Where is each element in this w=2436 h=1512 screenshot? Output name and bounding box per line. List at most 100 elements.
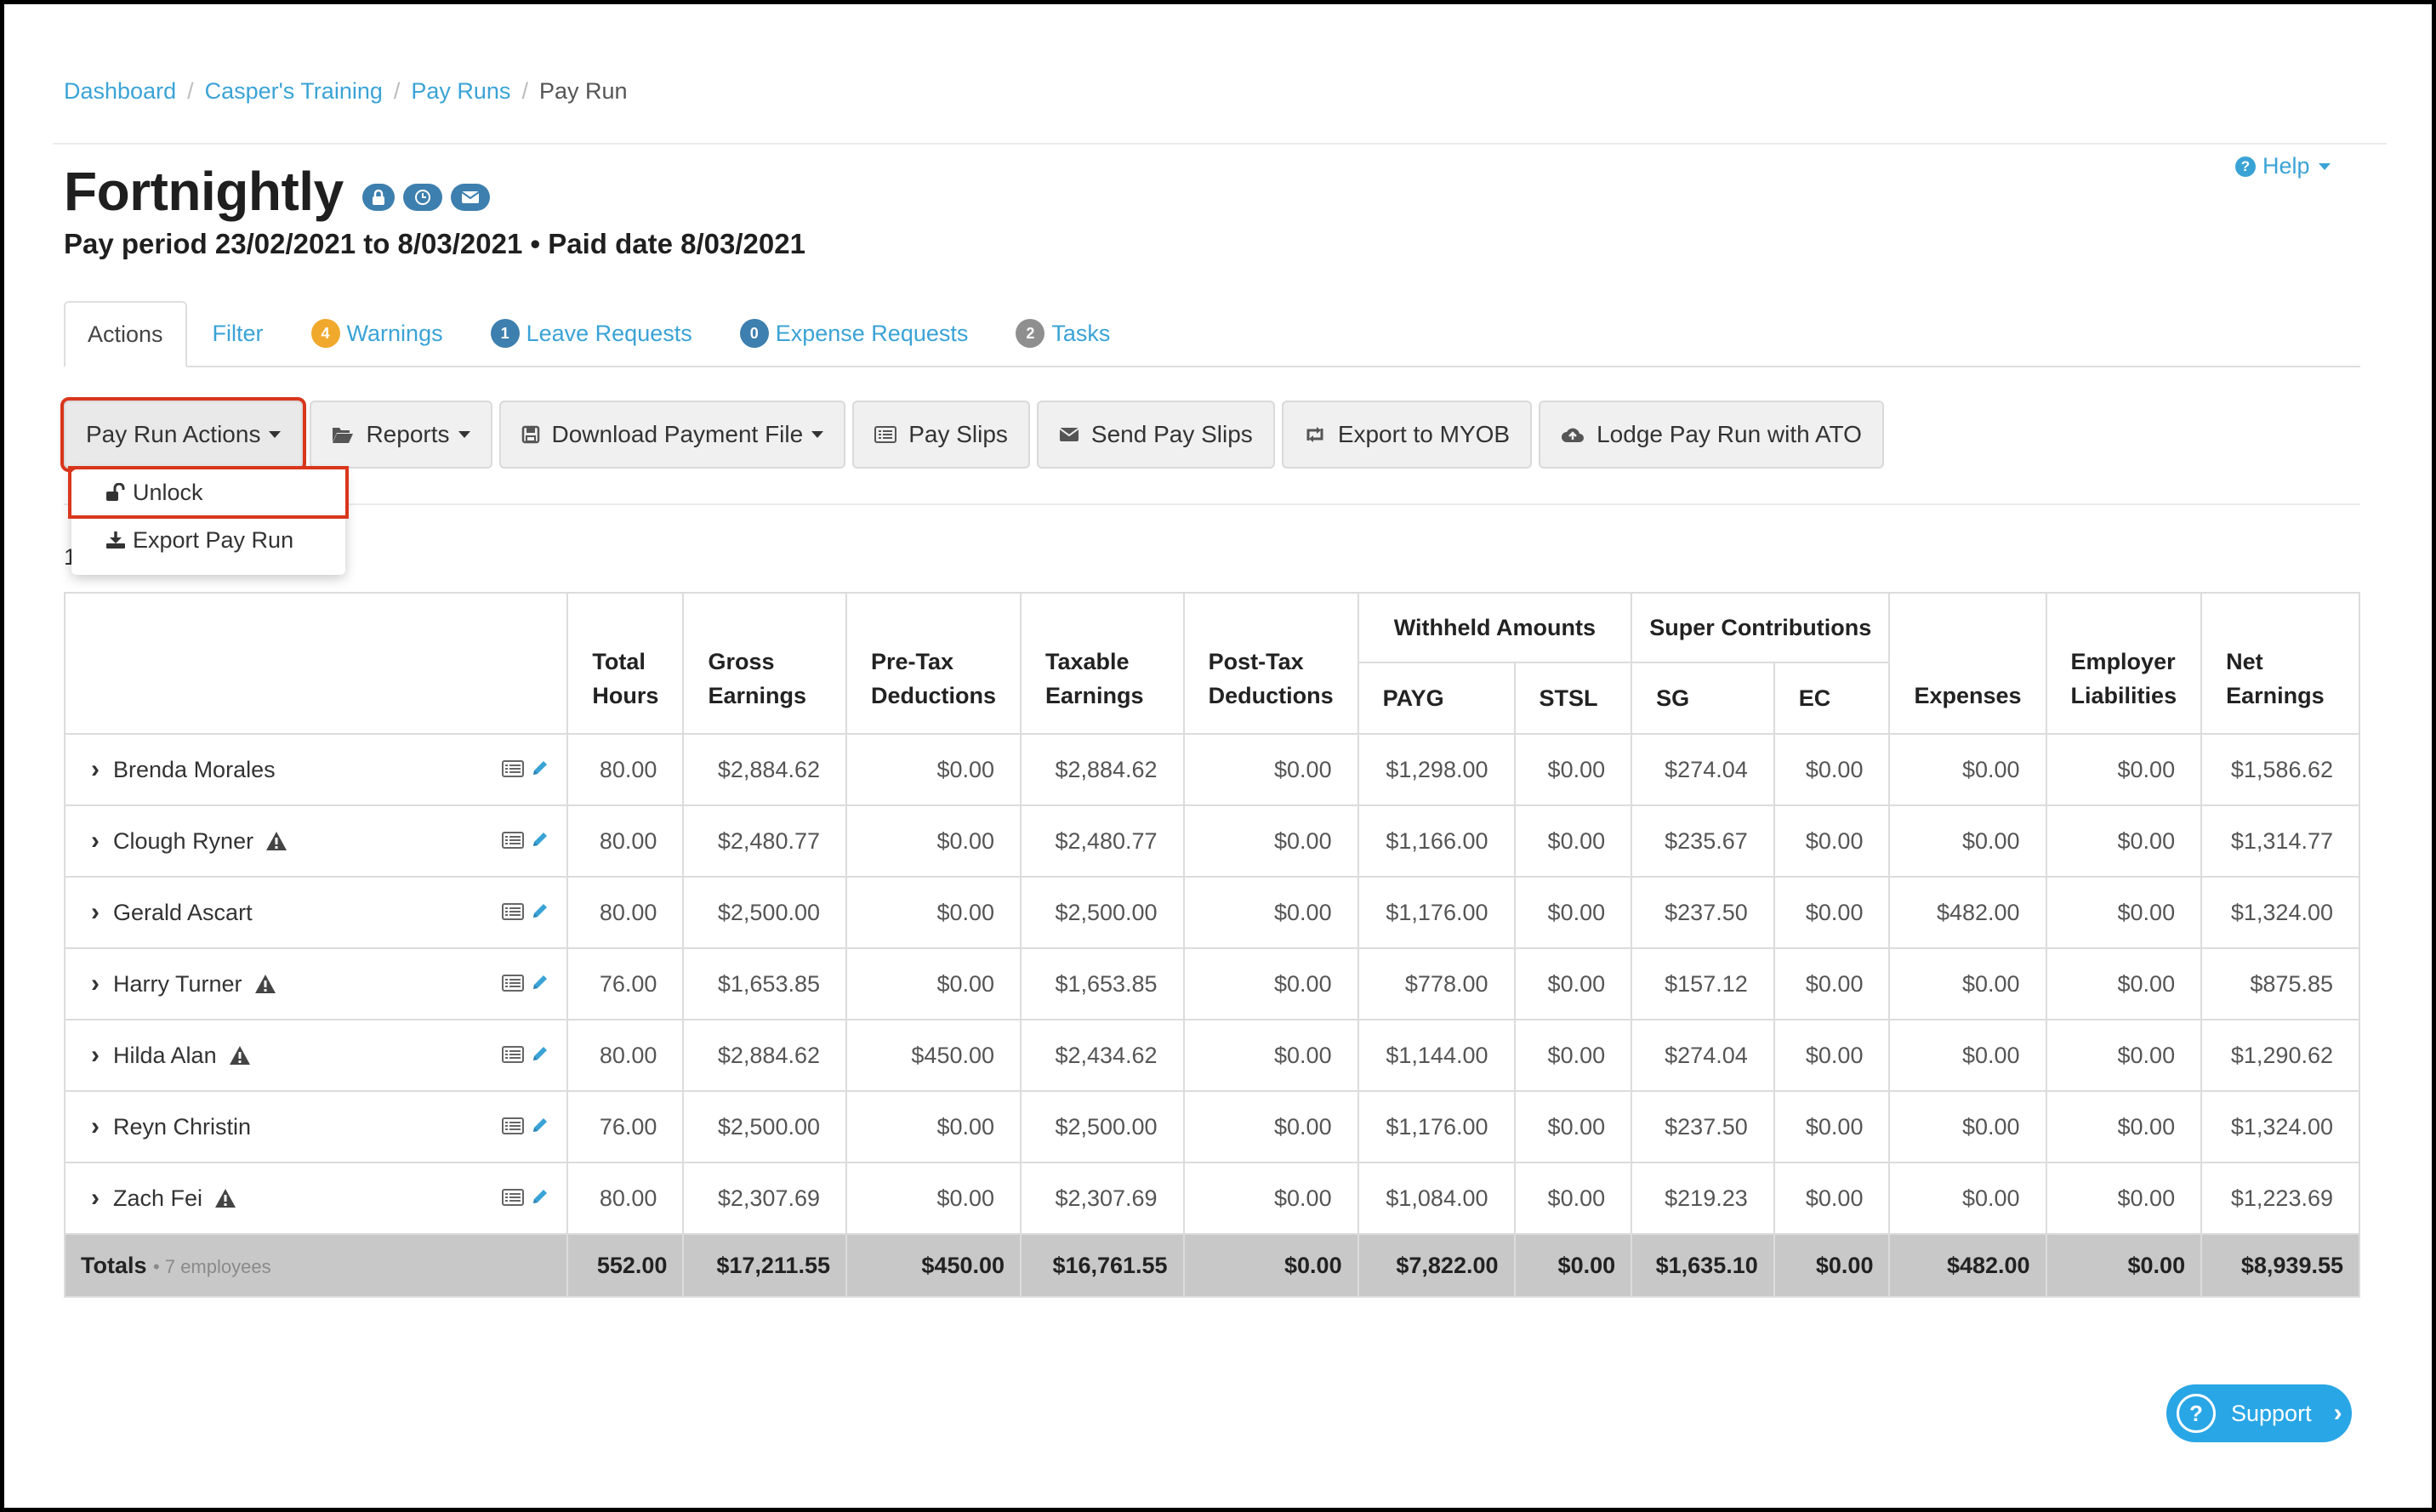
chevron-right-icon[interactable]: › bbox=[91, 1112, 100, 1140]
payg-header[interactable]: PAYG bbox=[1357, 662, 1516, 735]
pay-slip-icon[interactable] bbox=[495, 828, 525, 855]
gross-earnings-header[interactable]: Gross Earnings bbox=[682, 592, 847, 735]
send-pay-slips-button[interactable]: Send Pay Slips bbox=[1036, 401, 1275, 469]
total-hours-header[interactable]: Total Hours bbox=[566, 592, 685, 735]
chevron-right-icon[interactable]: › bbox=[91, 827, 100, 855]
pay-run-actions-menu: Unlock Export Pay Run bbox=[68, 466, 349, 575]
employee-name[interactable]: Clough Ryner bbox=[113, 827, 254, 854]
edit-pencil-icon[interactable] bbox=[524, 757, 549, 783]
breadcrumb-separator: / bbox=[393, 78, 401, 104]
taxable-earnings-cell: $2,480.77 bbox=[1020, 804, 1185, 878]
warning-icon[interactable] bbox=[254, 974, 276, 994]
unlock-menu-item[interactable]: Unlock bbox=[68, 466, 349, 519]
post-tax-deductions-cell: $0.00 bbox=[1182, 947, 1359, 1020]
edit-pencil-icon[interactable] bbox=[524, 1043, 549, 1069]
export-pay-run-menu-item[interactable]: Export Pay Run bbox=[71, 517, 345, 563]
breadcrumb-business[interactable]: Casper's Training bbox=[204, 78, 383, 104]
page-title: Fortnightly bbox=[64, 161, 344, 222]
help-dropdown[interactable]: ? Help bbox=[2235, 153, 2331, 179]
table-row[interactable]: › Clough Ryner 80.00 $2,480.77 $0.00 $2,480.7… bbox=[63, 804, 2360, 878]
pay-slip-icon[interactable] bbox=[495, 1043, 525, 1069]
button-label: Send Pay Slips bbox=[1090, 421, 1253, 447]
taxable-earnings-cell: $2,500.00 bbox=[1020, 1090, 1185, 1163]
pay-slips-button[interactable]: Pay Slips bbox=[852, 401, 1030, 469]
tab-leave-requests[interactable]: 1 Leave Requests bbox=[469, 301, 714, 366]
table-row[interactable]: › Harry Turner 76.00 $1,653.85 $0.00 $1,653.8… bbox=[63, 947, 2360, 1020]
employee-cell: › Zach Fei bbox=[63, 1162, 569, 1235]
tab-tasks[interactable]: 2 Tasks bbox=[993, 301, 1132, 366]
employer-liabilities-cell: $0.00 bbox=[2045, 1162, 2203, 1235]
chevron-right-icon[interactable]: › bbox=[91, 898, 100, 926]
expenses-cell: $0.00 bbox=[1888, 804, 2047, 878]
tab-actions[interactable]: Actions bbox=[64, 301, 187, 367]
breadcrumb-pay-runs[interactable]: Pay Runs bbox=[411, 78, 511, 104]
expenses-header[interactable]: Expenses bbox=[1888, 592, 2047, 735]
tab-warnings[interactable]: 4 Warnings bbox=[289, 301, 465, 366]
table-row[interactable]: › Reyn Christin 76.00 $2,500.00 $0.00 $2,500.… bbox=[63, 1090, 2360, 1163]
edit-pencil-icon[interactable] bbox=[524, 971, 549, 998]
breadcrumb-dashboard[interactable]: Dashboard bbox=[64, 78, 177, 104]
lock-icon[interactable] bbox=[361, 184, 395, 211]
total-employer-liabilities-cell: $0.00 bbox=[2045, 1233, 2203, 1298]
employee-name[interactable]: Gerald Ascart bbox=[113, 899, 253, 925]
taxable-earnings-cell: $2,307.69 bbox=[1020, 1162, 1185, 1235]
envelope-icon[interactable] bbox=[450, 184, 490, 211]
edit-pencil-icon[interactable] bbox=[524, 1114, 549, 1140]
pay-slip-icon[interactable] bbox=[495, 1185, 525, 1212]
taxable-earnings-cell: $2,434.62 bbox=[1020, 1019, 1185, 1092]
chevron-right-icon[interactable]: › bbox=[91, 755, 100, 783]
tab-filter[interactable]: Filter bbox=[191, 301, 286, 366]
clock-icon[interactable] bbox=[402, 184, 442, 211]
chevron-right-icon[interactable]: › bbox=[91, 1184, 100, 1212]
table-row[interactable]: › Hilda Alan 80.00 $2,884.62 $450.00 $2,434.6… bbox=[63, 1019, 2360, 1092]
pre-tax-deductions-header[interactable]: Pre-Tax Deductions bbox=[845, 592, 1022, 735]
pay-slip-icon[interactable] bbox=[495, 900, 525, 926]
chevron-right-icon[interactable]: › bbox=[91, 969, 100, 998]
expenses-cell: $0.00 bbox=[1888, 1090, 2047, 1163]
stsl-cell: $0.00 bbox=[1513, 876, 1633, 949]
employee-name[interactable]: Harry Turner bbox=[113, 970, 242, 997]
support-button[interactable]: ? Support › bbox=[2166, 1384, 2352, 1442]
employee-name[interactable]: Hilda Alan bbox=[113, 1042, 217, 1068]
employee-name[interactable]: Zach Fei bbox=[113, 1185, 203, 1211]
employee-name[interactable]: Reyn Christin bbox=[113, 1113, 252, 1140]
sg-header[interactable]: SG bbox=[1631, 662, 1775, 735]
pay-run-actions-button[interactable]: Pay Run Actions bbox=[60, 397, 307, 472]
post-tax-deductions-cell: $0.00 bbox=[1182, 804, 1359, 878]
reports-button[interactable]: Reports bbox=[310, 401, 492, 469]
tab-expense-requests[interactable]: 0 Expense Requests bbox=[718, 301, 991, 366]
total-hours-cell: 76.00 bbox=[566, 1090, 685, 1163]
pay-slip-icon[interactable] bbox=[495, 971, 525, 998]
warning-icon[interactable] bbox=[265, 831, 287, 851]
ec-header[interactable]: EC bbox=[1773, 662, 1891, 735]
warning-icon[interactable] bbox=[229, 1045, 251, 1066]
warning-icon[interactable] bbox=[214, 1188, 236, 1208]
pre-tax-deductions-cell: $0.00 bbox=[845, 1090, 1022, 1163]
stsl-header[interactable]: STSL bbox=[1513, 662, 1633, 735]
tab-label: Tasks bbox=[1051, 320, 1111, 346]
total-hours-cell: 80.00 bbox=[566, 1019, 685, 1092]
totals-row: Totals • 7 employees 552.00 $17,211.55 $450… bbox=[63, 1233, 2360, 1298]
chevron-right-icon[interactable]: › bbox=[91, 1041, 100, 1069]
employer-liabilities-cell: $0.00 bbox=[2045, 1019, 2203, 1092]
post-tax-deductions-cell: $0.00 bbox=[1182, 1162, 1359, 1235]
employer-liabilities-header[interactable]: Employer Liabilities bbox=[2045, 592, 2203, 735]
employee-name[interactable]: Brenda Morales bbox=[113, 756, 276, 782]
post-tax-deductions-header[interactable]: Post-Tax Deductions bbox=[1182, 592, 1359, 735]
export-to-myob-button[interactable]: Export to MYOB bbox=[1281, 401, 1533, 469]
edit-pencil-icon[interactable] bbox=[524, 900, 549, 926]
taxable-earnings-header[interactable]: Taxable Earnings bbox=[1020, 592, 1185, 735]
table-row[interactable]: › Gerald Ascart 80.00 $2,500.00 $0.00 $2,500.… bbox=[63, 876, 2360, 949]
pay-slip-icon[interactable] bbox=[495, 757, 525, 783]
pay-slip-icon[interactable] bbox=[495, 1114, 525, 1140]
pre-tax-deductions-cell: $450.00 bbox=[845, 1019, 1022, 1092]
edit-pencil-icon[interactable] bbox=[524, 828, 549, 855]
gross-earnings-cell: $2,884.62 bbox=[682, 733, 847, 806]
download-payment-file-button[interactable]: Download Payment File bbox=[498, 401, 846, 469]
edit-pencil-icon[interactable] bbox=[524, 1185, 549, 1212]
table-row[interactable]: › Brenda Morales 80.00 $2,884.62 $0.00 $2,884… bbox=[63, 733, 2360, 806]
pre-tax-deductions-cell: $0.00 bbox=[845, 947, 1022, 1020]
net-earnings-header[interactable]: Net Earnings bbox=[2200, 592, 2360, 735]
lodge-pay-run-with-ato-button[interactable]: Lodge Pay Run with ATO bbox=[1539, 401, 1884, 469]
table-row[interactable]: › Zach Fei 80.00 $2,307.69 $0.00 $2,307.69 $0.… bbox=[63, 1162, 2360, 1235]
